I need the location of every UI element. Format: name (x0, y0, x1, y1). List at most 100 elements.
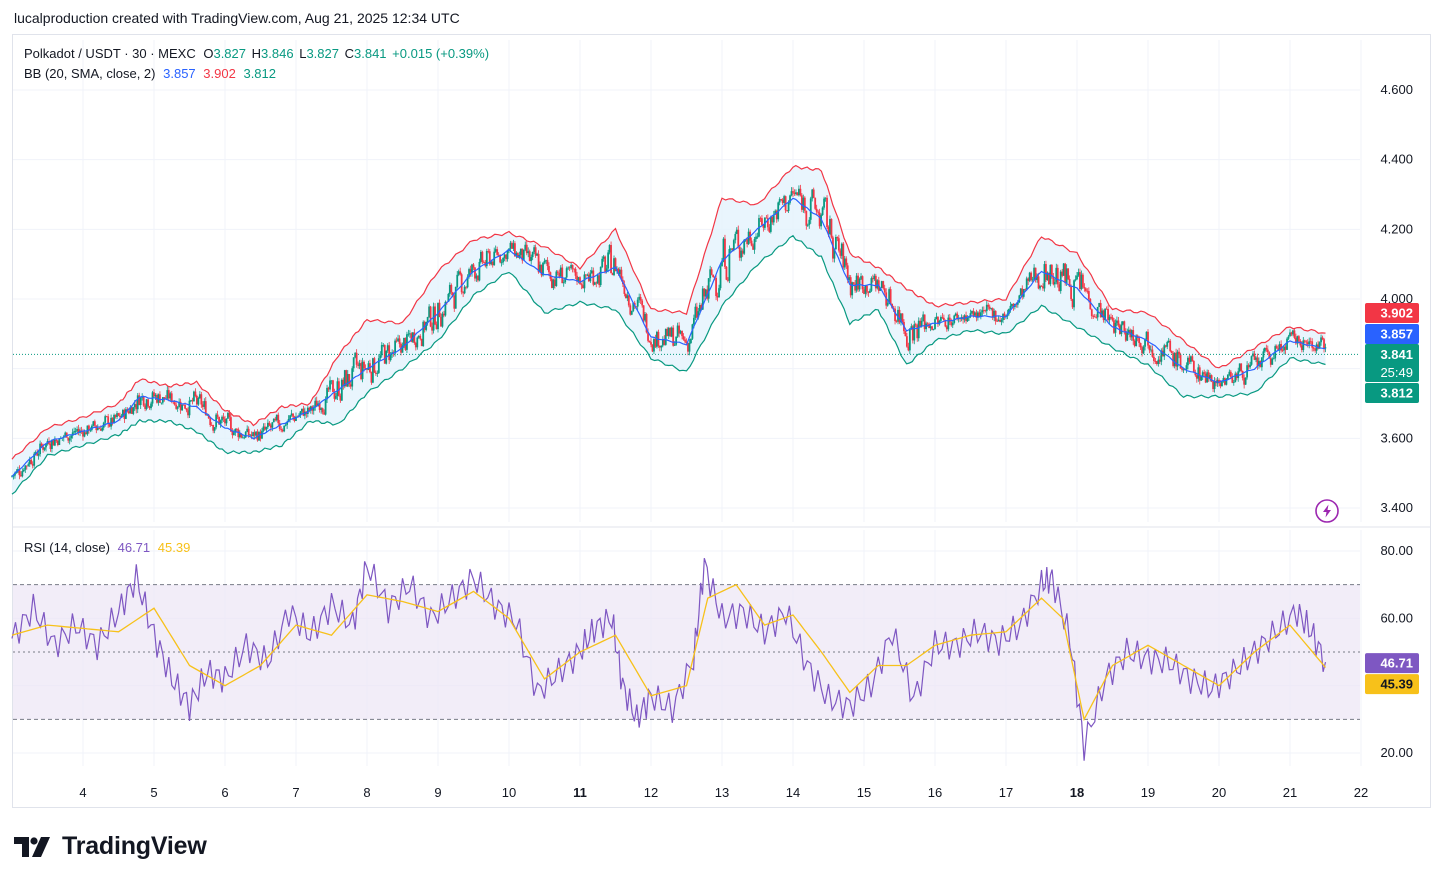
candle-body (444, 301, 447, 316)
candle-body (487, 251, 490, 252)
candle-body (98, 428, 101, 429)
candle-body (228, 412, 231, 418)
candle-body (934, 319, 936, 330)
candle-body (709, 269, 712, 279)
time-axis-label: 14 (786, 785, 800, 800)
rsi-legend[interactable]: RSI (14, close) 46.71 45.39 (24, 538, 190, 558)
candle-body (837, 238, 840, 251)
candle-body (524, 244, 527, 250)
symbol-legend[interactable]: Polkadot / USDT · 30 · MEXC O3.827 H3.84… (24, 44, 489, 64)
candle-body (692, 317, 695, 325)
candle-body (1121, 321, 1124, 325)
high-value: 3.846 (261, 46, 294, 61)
candle-body (873, 275, 876, 280)
candle-body (367, 363, 370, 370)
candle-body (1249, 364, 1251, 368)
candle-body (787, 202, 790, 212)
candle-body (1082, 274, 1084, 288)
candle-body (1302, 340, 1305, 351)
replay-icon[interactable] (1315, 499, 1339, 523)
candle-body (975, 312, 978, 318)
candle-body (290, 413, 293, 416)
candle-body (1297, 336, 1300, 341)
candle-body (1278, 344, 1281, 351)
candle-body (1280, 344, 1283, 351)
candle-body (543, 260, 546, 263)
candle-body (846, 265, 849, 280)
candle-body (360, 363, 362, 380)
candle-body (1289, 332, 1291, 337)
candle-body (1073, 280, 1075, 308)
candle-body (435, 324, 438, 330)
candle-body (1225, 378, 1228, 385)
candle-body (664, 328, 667, 345)
candle-body (431, 326, 433, 331)
candle-body (932, 329, 935, 331)
candle-body (28, 459, 31, 465)
candle-body (567, 267, 570, 269)
badge-bb-lower-bg (1365, 383, 1419, 403)
candle-body (1277, 348, 1280, 351)
candle-body (908, 328, 911, 351)
candle-body (593, 282, 596, 285)
candle-body (1108, 316, 1111, 321)
candle-body (667, 327, 670, 337)
candle-body (1067, 268, 1070, 280)
candle-body (1047, 272, 1050, 285)
candle-body (496, 249, 499, 255)
candle-body (1192, 361, 1195, 373)
candle-body (848, 277, 851, 280)
rsi-ma-value: 45.39 (157, 540, 191, 555)
candle-body (138, 395, 141, 406)
candle-body (117, 413, 120, 416)
bb-lower-value: 3.812 (243, 66, 277, 81)
candle-body (661, 339, 664, 346)
candle-body (221, 416, 223, 421)
candle-body (469, 269, 472, 273)
bb-upper-value: 3.902 (203, 66, 236, 81)
candle-body (627, 295, 630, 306)
candle-body (916, 325, 919, 339)
candle-body (564, 277, 567, 283)
candle-body (468, 269, 470, 277)
candle-body (923, 314, 926, 330)
candle-body (1157, 359, 1160, 365)
candle-body (207, 414, 210, 419)
candle-body (1253, 353, 1256, 360)
tradingview-logo[interactable]: TradingView (14, 832, 207, 861)
rsi-line (11, 558, 1327, 761)
badge-bb-upper: 3.902 (1380, 306, 1413, 321)
candle-body (386, 345, 389, 351)
candle-body (926, 323, 929, 325)
candle-body (755, 236, 757, 240)
candle-body (159, 394, 161, 403)
candle-body (663, 339, 666, 345)
time-axis-label: 8 (363, 785, 370, 800)
candle-body (340, 379, 343, 401)
candle-body (645, 314, 648, 333)
bb-legend[interactable]: BB (20, SMA, close, 2) 3.857 3.902 3.812 (24, 64, 276, 84)
candle-body (274, 418, 277, 421)
candle-body (124, 409, 127, 419)
candle-body (806, 224, 809, 226)
candle-body (210, 424, 213, 426)
candle-body (974, 312, 976, 316)
candle-body (203, 401, 206, 407)
candle-body (620, 269, 623, 280)
candle-body (358, 363, 361, 366)
bollinger-basis-line (11, 197, 1326, 477)
candle-body (728, 249, 731, 281)
candle-body (1028, 272, 1031, 281)
candle-body (614, 258, 617, 272)
candle-body (352, 357, 355, 369)
candle-body (880, 281, 883, 288)
candle-body (184, 405, 186, 409)
change-value: +0.015 (+0.39%) (392, 46, 490, 61)
candle-body (264, 426, 266, 430)
close-value: 3.841 (354, 46, 387, 61)
candle-body (762, 224, 765, 228)
candle-body (583, 274, 586, 289)
candle-body (104, 416, 107, 423)
candle-body (1212, 381, 1214, 390)
